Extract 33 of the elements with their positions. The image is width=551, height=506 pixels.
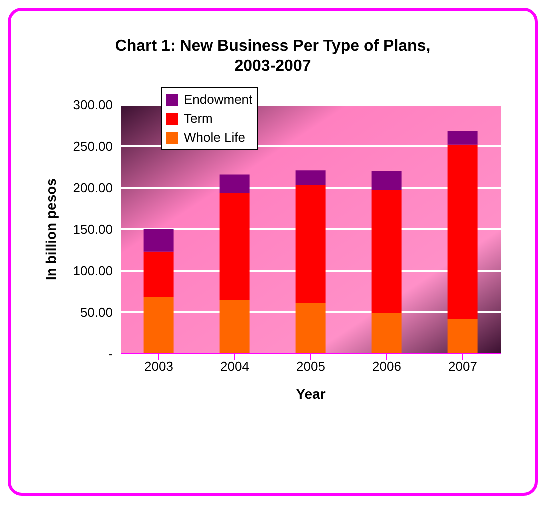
bar	[296, 186, 326, 304]
bar	[372, 313, 402, 354]
legend-label: Endowment	[184, 91, 253, 109]
y-tick-label: 100.00	[73, 264, 113, 279]
y-tick-label: -	[108, 346, 113, 362]
chart-title: Chart 1: New Business Per Type of Plans, 2003-2007	[114, 37, 432, 77]
bar	[448, 132, 478, 145]
legend-label: Whole Life	[184, 129, 246, 147]
legend-label: Term	[184, 110, 213, 128]
y-tick-label: 200.00	[73, 180, 113, 196]
y-tick-label: 300.00	[73, 98, 113, 113]
y-tick-label: 150.00	[73, 222, 113, 238]
x-tick-label: 2007	[448, 359, 478, 374]
x-tick-label: 2005	[296, 359, 326, 374]
bar	[448, 144, 478, 320]
y-tick-label: 250.00	[73, 139, 113, 154]
x-axis-title: Year	[296, 386, 326, 402]
bar	[144, 298, 174, 354]
y-axis-title: In billion pesos	[42, 178, 59, 280]
x-tick-label: 2003	[144, 359, 174, 374]
bar	[220, 174, 250, 193]
bar	[220, 192, 250, 300]
bar	[296, 170, 326, 186]
bar	[372, 171, 402, 190]
y-tick-label: 50.00	[80, 305, 113, 320]
bar	[448, 319, 478, 354]
bar	[296, 303, 326, 354]
bar	[220, 300, 250, 354]
bar	[144, 230, 174, 252]
bar	[144, 252, 174, 298]
x-tick-label: 2006	[372, 359, 402, 374]
x-tick-label: 2004	[220, 359, 250, 374]
bar	[372, 190, 402, 314]
